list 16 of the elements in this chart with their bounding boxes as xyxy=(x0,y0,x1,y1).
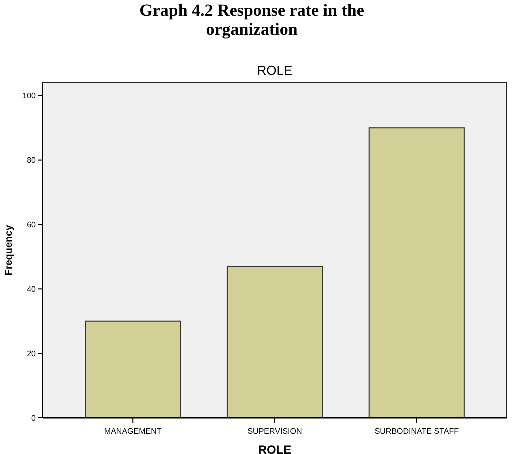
x-axis-title: ROLE xyxy=(258,443,292,454)
x-tick-label: MANAGEMENT xyxy=(104,427,162,436)
x-tick-label: SUPERVISION xyxy=(248,427,302,436)
bar xyxy=(368,128,465,418)
y-tick-label: 20 xyxy=(27,349,37,358)
chart-subtitle: ROLE xyxy=(257,63,294,78)
y-tick-label: 100 xyxy=(22,92,37,101)
y-tick-label: 80 xyxy=(27,156,37,166)
y-tick-label: 40 xyxy=(27,284,37,294)
y-tick-label: 0 xyxy=(32,414,37,423)
x-tick-label: SURBODINATE STAFF xyxy=(374,427,460,436)
bar xyxy=(226,266,324,418)
bar xyxy=(85,320,182,418)
chart-title: Graph 4.2 Response rate in the organization xyxy=(140,1,365,39)
y-axis-title: Frequency xyxy=(4,224,15,276)
y-tick-label: 60 xyxy=(27,220,37,230)
